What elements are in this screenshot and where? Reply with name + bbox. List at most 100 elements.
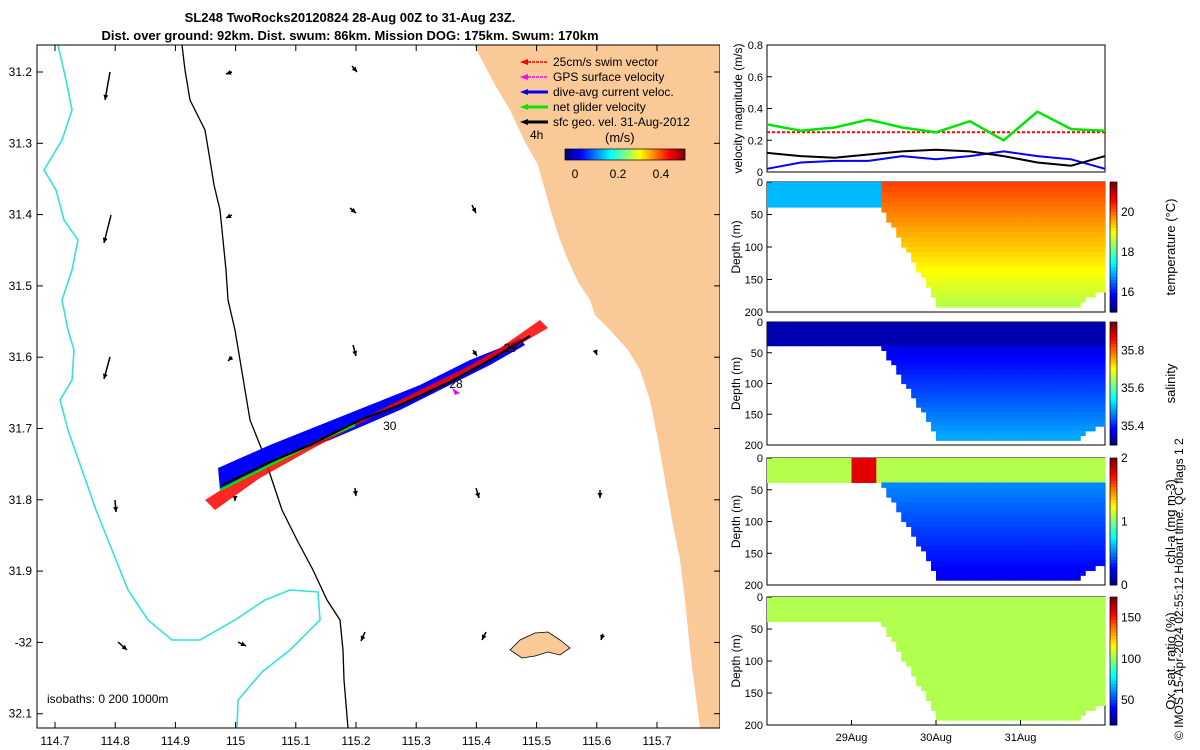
cbar-tick: 1 [1121, 515, 1128, 529]
colorbar-tick: 0 [572, 167, 579, 181]
depth-tick: 150 [745, 409, 763, 421]
colorbar-unit-label: (m/s) [605, 130, 635, 145]
map-y-tick: 31.3 [9, 136, 33, 150]
depth-tick: 100 [745, 379, 763, 391]
depth-label: Depth (m) [730, 495, 743, 548]
isobath-0 [181, 45, 349, 728]
legend-entry: net glider velocity [520, 100, 646, 114]
depth-tick: 0 [757, 592, 763, 604]
depth-tick: 50 [751, 485, 763, 497]
depth-tick: 200 [745, 580, 763, 592]
geo-velocity-arrow [351, 65, 358, 73]
map-x-tick: 115.1 [281, 734, 310, 748]
day-label: 30 [383, 419, 397, 433]
map-x-tick: 115 [226, 734, 245, 748]
gps-velocity-arrow [452, 388, 460, 395]
legend-entry: dive-avg current veloc. [520, 85, 674, 99]
cbar-tick: 18 [1121, 245, 1135, 259]
map-x-tick: 115.4 [462, 734, 491, 748]
velocity-y-tick: 0.6 [748, 72, 763, 84]
velocity-y-tick: 0.8 [748, 40, 763, 52]
chart-title-line2: Dist. over ground: 92km. Dist. swum: 86k… [101, 28, 599, 43]
geo-velocity-arrow [237, 641, 247, 647]
svg-text:25cm/s swim vector: 25cm/s swim vector [553, 55, 658, 69]
geo-velocity-arrow [472, 349, 478, 357]
depth-label: Depth (m) [730, 357, 743, 410]
geo-velocity-arrow [352, 487, 358, 497]
depth-tick: 100 [745, 242, 763, 254]
velocity-y-tick: 0 [757, 167, 763, 179]
profile-panel: 0 50 100 150 200 Depth (m) 16 18 20 temperature (… [730, 177, 1178, 319]
depth-tick: 100 [745, 517, 763, 529]
geo-velocity-arrow [592, 349, 598, 356]
map-y-tick: -32 [15, 635, 33, 649]
geo-velocity-arrow [475, 487, 480, 499]
credit-text: © IMOS 15-Apr-2024 02:55:12 Hobart time.… [1172, 438, 1186, 740]
depth-tick: 150 [745, 275, 763, 287]
date-tick: 31Aug [1005, 732, 1037, 744]
map-y-tick: 32.1 [9, 707, 33, 721]
geo-velocity-arrow [225, 213, 233, 219]
geo-velocity-arrow [113, 499, 119, 513]
geo-velocity-arrow [481, 631, 487, 641]
depth-label: Depth (m) [730, 220, 743, 273]
cbar-label: temperature (°C) [1163, 199, 1178, 296]
geo-velocity-arrow [103, 71, 111, 101]
depth-tick: 200 [745, 307, 763, 319]
geo-velocity-arrow [232, 496, 238, 501]
velocity-series-line [766, 110, 1106, 142]
legend-entry: sfc geo. vel. 31-Aug-2012 [520, 115, 690, 129]
geo-velocity-arrow [102, 356, 111, 380]
cbar-label: salinity [1163, 363, 1178, 403]
land-mass [474, 45, 720, 728]
geo-velocity-arrow [102, 214, 112, 244]
day-label: 28 [449, 377, 463, 391]
map-y-tick: 31.6 [9, 350, 33, 364]
geo-velocity-arrow [349, 207, 357, 214]
velocity-y-tick: 0.4 [748, 104, 763, 116]
cbar-tick: 35.4 [1121, 419, 1145, 433]
speed-colorbar: 0 0.2 0.4 [564, 148, 686, 181]
map-x-tick: 114.9 [161, 734, 190, 748]
rottnest-island [509, 631, 571, 659]
velocity-ylabel: velocity magnitude (m/s) [731, 43, 745, 173]
profile-panel: 0 50 100 150 200 Depth (m) 35.4 35.6 35.8 salinit… [730, 317, 1178, 452]
geo-velocity-arrow [597, 490, 603, 498]
svg-text:GPS surface velocity: GPS surface velocity [553, 70, 664, 84]
map-y-tick: 31.2 [9, 65, 33, 79]
depth-tick: 100 [745, 656, 763, 668]
depth-tick: 200 [745, 440, 763, 452]
svg-text:sfc geo. vel. 31-Aug-2012: sfc geo. vel. 31-Aug-2012 [553, 115, 690, 129]
isobath-caption: isobaths: 0 200 1000m [47, 692, 168, 706]
map-x-tick: 114.8 [101, 734, 130, 748]
map-x-tick: 115.5 [522, 734, 551, 748]
depth-tick: 0 [757, 317, 763, 329]
map-y-tick: 31.8 [9, 493, 33, 507]
glider-track [205, 320, 548, 510]
map-x-tick: 115.2 [341, 734, 370, 748]
depth-tick: 0 [757, 453, 763, 465]
geo-velocity-arrow [360, 631, 366, 642]
map-x-tick: 115.6 [582, 734, 611, 748]
map-x-tick: 115.7 [642, 734, 671, 748]
date-tick: 29Aug [836, 732, 868, 744]
cbar-tick: 16 [1121, 285, 1135, 299]
velocity-series-line [766, 148, 1106, 167]
cbar-tick: 2 [1121, 451, 1128, 465]
depth-tick: 50 [751, 210, 763, 222]
isobath-1000 [43, 45, 321, 728]
map-y-tick: 31.4 [9, 208, 33, 222]
map-y-tick: 31.9 [9, 564, 33, 578]
legend-entry: 25cm/s swim vector [520, 55, 658, 69]
cbar-tick: 50 [1121, 693, 1135, 707]
geo-velocity-arrow [117, 641, 128, 651]
cbar-tick: 100 [1121, 652, 1141, 666]
map-x-tick: 115.3 [402, 734, 431, 748]
swim-vector-band [205, 320, 548, 510]
svg-text:net glider velocity: net glider velocity [553, 100, 646, 114]
profile-panel: 0 50 100 150 200 Depth (m) 50 100 150 Ox. sat. ra… [730, 592, 1178, 744]
cbar-tick: 20 [1121, 205, 1135, 219]
velocity-y-tick: 0.2 [748, 135, 763, 147]
